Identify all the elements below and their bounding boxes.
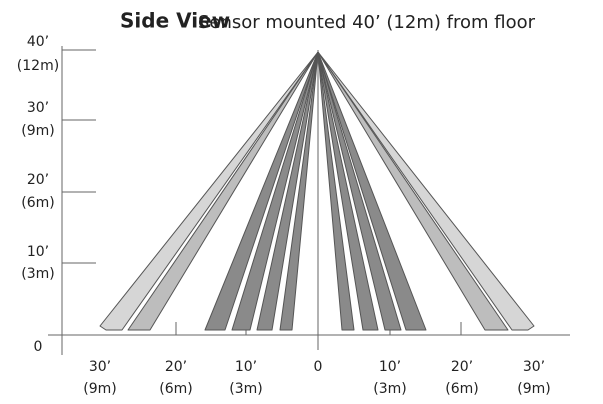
x-label-feet: 30’ — [89, 359, 111, 375]
y-label-feet: 40’ — [27, 34, 49, 50]
y-label-feet: 30’ — [27, 100, 49, 116]
beams — [99, 51, 535, 331]
title-subtitle: Sensor mounted 40’ (12m) from floor — [198, 12, 536, 33]
y-label-feet: 0 — [34, 339, 43, 355]
x-label-meters: (9m) — [517, 381, 550, 397]
x-label-feet: 10’ — [379, 359, 401, 375]
y-label-meters: (12m) — [17, 58, 59, 74]
x-label-feet: 30’ — [523, 359, 545, 375]
x-label-meters: (6m) — [445, 381, 478, 397]
y-label-feet: 10’ — [27, 244, 49, 260]
x-label-meters: (3m) — [373, 381, 406, 397]
y-label-meters: (9m) — [21, 123, 54, 139]
x-label-feet: 0 — [314, 359, 323, 375]
x-label-meters: (9m) — [83, 381, 116, 397]
x-label-meters: (3m) — [229, 381, 262, 397]
x-label-meters: (6m) — [159, 381, 192, 397]
x-label-feet: 20’ — [165, 359, 187, 375]
y-label-feet: 20’ — [27, 172, 49, 188]
x-label-feet: 10’ — [235, 359, 257, 375]
y-label-meters: (6m) — [21, 195, 54, 211]
y-label-meters: (3m) — [21, 266, 54, 282]
title-bold: Side View — [120, 9, 230, 33]
x-label-feet: 20’ — [451, 359, 473, 375]
